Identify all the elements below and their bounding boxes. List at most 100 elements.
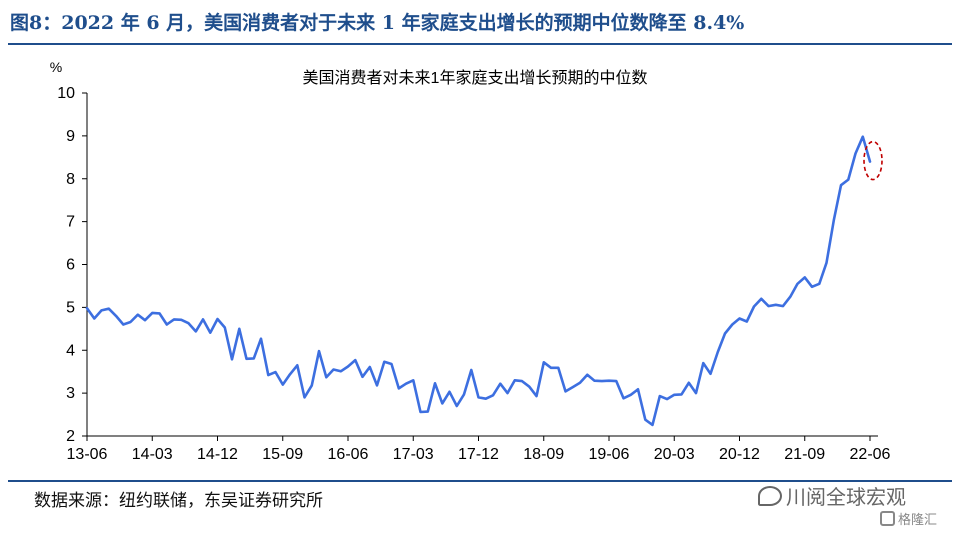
data-point: [593, 380, 596, 382]
data-point: [376, 384, 378, 386]
data-point: [86, 307, 88, 309]
data-point: [448, 391, 451, 393]
data-point: [238, 328, 240, 330]
data-point: [477, 396, 480, 398]
data-point: [274, 371, 277, 373]
data-point: [572, 386, 574, 388]
data-point: [695, 392, 697, 394]
data-point: [253, 357, 255, 359]
data-point: [209, 332, 211, 334]
data-point: [245, 358, 248, 360]
data-point: [550, 367, 552, 369]
x-tick-label: 20-12: [719, 446, 760, 463]
data-point: [659, 395, 661, 397]
data-point: [680, 393, 683, 395]
data-point: [303, 396, 306, 398]
x-tick-label: 14-12: [197, 446, 238, 463]
data-point: [630, 394, 632, 396]
y-tick-label: 2: [66, 428, 75, 445]
data-point: [296, 364, 298, 366]
data-point: [100, 309, 103, 311]
data-point: [144, 319, 146, 321]
data-point: [796, 283, 799, 285]
data-point: [383, 361, 385, 363]
data-point: [869, 161, 871, 163]
data-point: [644, 419, 646, 421]
data-point: [499, 383, 501, 385]
data-point: [347, 365, 349, 368]
series-line: [85, 135, 872, 427]
data-point: [767, 305, 770, 307]
chart-title: 美国消费者对未来1年家庭支出增长预期的中位数: [303, 69, 648, 87]
data-point: [151, 312, 153, 314]
data-point: [717, 351, 719, 353]
series-layer: [85, 135, 872, 427]
data-point: [586, 374, 588, 376]
y-tick-label: 8: [66, 171, 75, 188]
data-point: [804, 276, 806, 278]
data-point: [405, 383, 407, 385]
data-point: [847, 179, 849, 181]
data-point: [557, 367, 559, 369]
data-point: [862, 136, 864, 138]
data-point: [390, 363, 393, 365]
watermark: 川阅全球宏观: [758, 481, 906, 510]
x-tick-label: 18-09: [523, 446, 564, 463]
x-tick-label: 22-06: [850, 446, 891, 463]
data-point: [485, 398, 487, 400]
data-point: [528, 386, 530, 388]
watermark-text: 川阅全球宏观: [786, 485, 906, 509]
data-point: [158, 312, 161, 314]
data-point: [456, 405, 458, 407]
data-point: [709, 373, 712, 375]
data-point: [833, 219, 835, 221]
x-tick-label: 16-06: [328, 446, 369, 463]
data-point: [361, 376, 364, 378]
data-point: [731, 323, 733, 326]
data-point: [354, 359, 356, 361]
data-point: [180, 319, 182, 321]
data-point: [514, 379, 516, 381]
data-point: [811, 286, 813, 288]
data-point: [318, 350, 320, 352]
gelonghui-logo-icon: [880, 511, 895, 526]
data-point: [579, 382, 581, 384]
data-point: [325, 376, 327, 378]
data-point: [506, 392, 509, 394]
x-tick-label: 19-06: [589, 446, 630, 463]
x-tick-label: 20-03: [654, 446, 695, 463]
chart-axes: [86, 93, 878, 437]
data-point: [688, 382, 690, 384]
stamp-text: 格隆汇: [898, 513, 938, 528]
latest-value-highlight: [863, 140, 883, 181]
data-point: [775, 304, 777, 306]
y-tick-label: 9: [66, 128, 75, 145]
data-point: [637, 388, 639, 390]
data-point: [615, 380, 617, 382]
data-point: [746, 320, 748, 323]
figure-title: 图8：2022 年 6 月，美国消费者对于未来 1 年家庭支出增长的预期中位数降…: [10, 12, 745, 34]
wechat-icon: [758, 485, 782, 506]
data-point: [521, 380, 523, 382]
data-point: [340, 370, 342, 372]
y-tick-label: 5: [66, 299, 75, 316]
data-point: [535, 395, 538, 397]
data-point: [492, 394, 494, 396]
y-tick-label: 10: [57, 85, 75, 102]
x-tick-label: 17-12: [458, 446, 499, 463]
data-point: [398, 387, 400, 389]
y-tick-label: 6: [66, 257, 75, 274]
x-tick-label: 17-03: [393, 446, 434, 463]
data-point: [187, 322, 190, 324]
data-point: [412, 379, 414, 381]
data-point: [673, 394, 675, 396]
y-tick-label: 4: [66, 342, 75, 359]
data-point: [463, 393, 465, 395]
data-point: [108, 308, 110, 310]
data-point: [129, 321, 132, 323]
source-note: 数据来源：纽约联储，东吴证券研究所: [34, 491, 323, 511]
data-point: [818, 283, 820, 285]
line-chart: 美国消费者对未来1年家庭支出增长预期的中位数 % 2 3 4 5 6 7 8 9 10 13-0…: [50, 59, 891, 463]
y-axis-ticks: 2 3 4 5 6 7 8 9 10: [57, 85, 87, 445]
data-point: [724, 332, 726, 335]
